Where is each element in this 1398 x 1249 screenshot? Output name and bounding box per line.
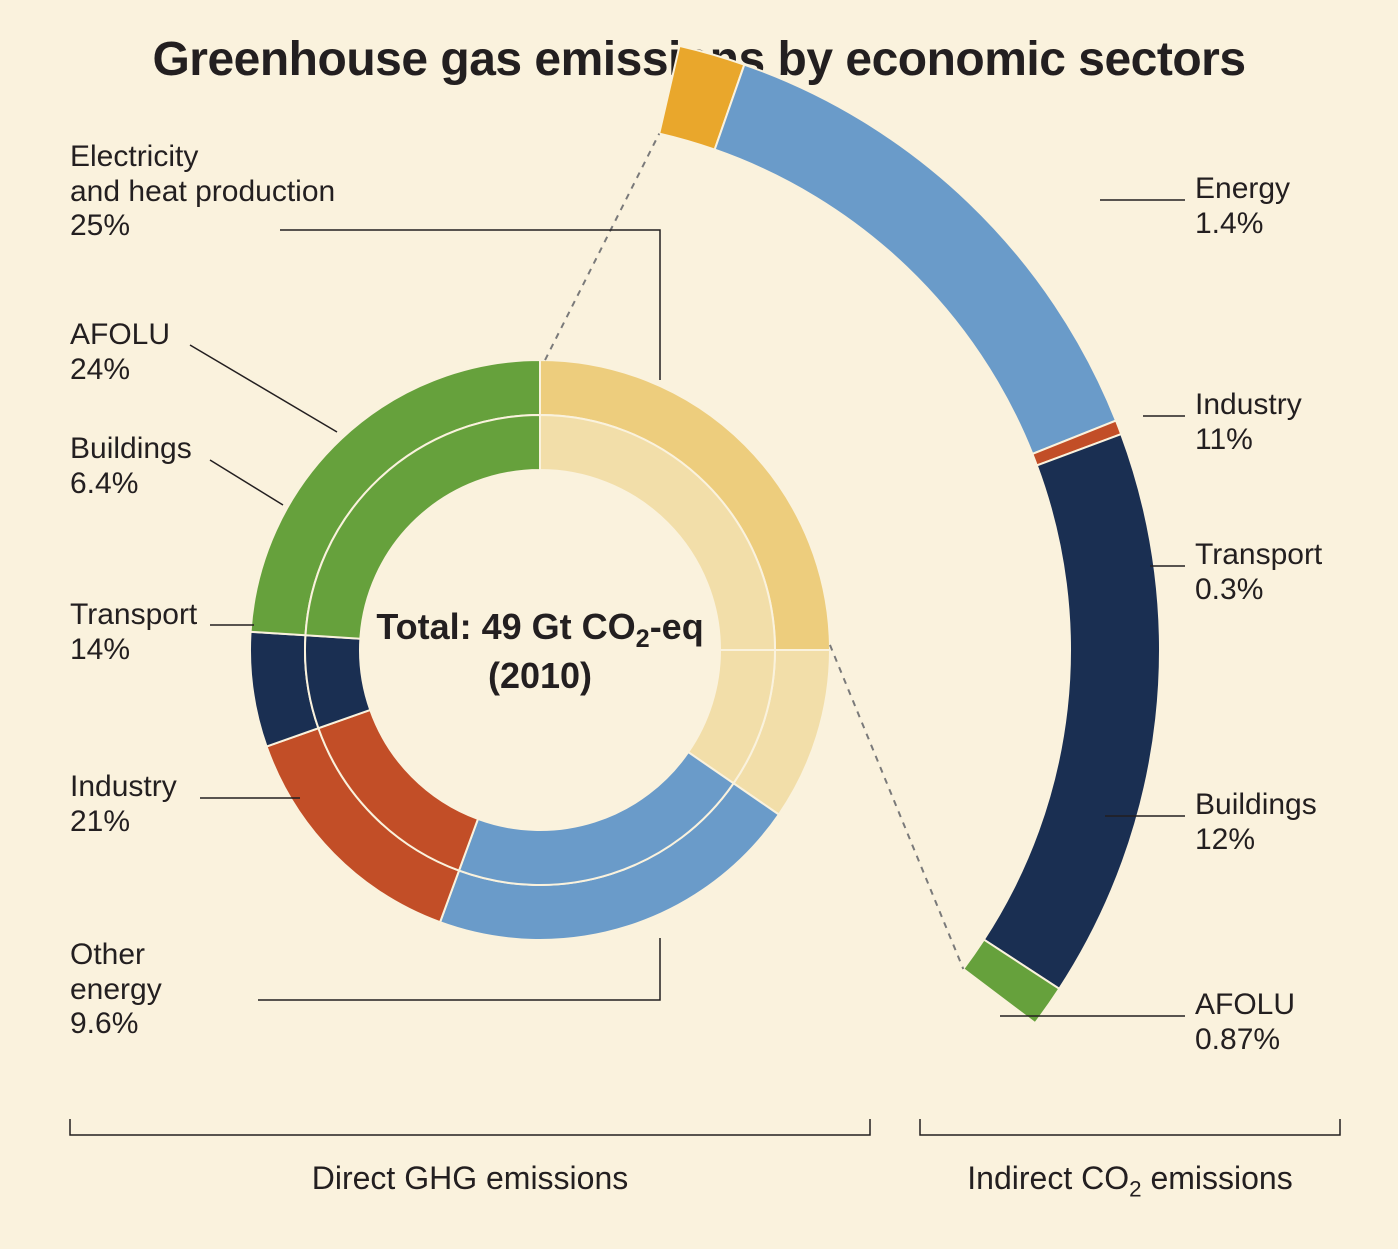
label-pct: 0.87% bbox=[1195, 1023, 1295, 1058]
label-other-energy: Otherenergy9.6% bbox=[70, 938, 162, 1042]
label-buildings: Buildings12% bbox=[1195, 788, 1317, 857]
label-pct: 12% bbox=[1195, 823, 1317, 858]
label-line: Energy bbox=[1195, 172, 1290, 207]
label-afolu: AFOLU24% bbox=[70, 318, 170, 387]
label-energy: Energy1.4% bbox=[1195, 172, 1290, 241]
label-line: Transport bbox=[1195, 538, 1322, 573]
label-line: Transport bbox=[70, 598, 197, 633]
label-pct: 6.4% bbox=[70, 467, 192, 502]
label-pct: 14% bbox=[70, 633, 197, 668]
arc-segment-buildings bbox=[984, 434, 1160, 989]
connector-dash-0 bbox=[545, 134, 659, 360]
label-line: AFOLU bbox=[70, 318, 170, 353]
label-line: energy bbox=[70, 973, 162, 1008]
label-buildings: Buildings6.4% bbox=[70, 432, 192, 501]
section-label-indirect: Indirect CO2 emissions bbox=[920, 1160, 1340, 1202]
label-line: Industry bbox=[70, 770, 177, 805]
label-line: AFOLU bbox=[1195, 988, 1295, 1023]
leader-buildings bbox=[210, 460, 283, 505]
label-line: Electricity bbox=[70, 140, 335, 175]
label-line: Buildings bbox=[1195, 788, 1317, 823]
label-industry: Industry11% bbox=[1195, 388, 1302, 457]
label-pct: 1.4% bbox=[1195, 207, 1290, 242]
leader-electricity-heat bbox=[280, 230, 660, 380]
label-transport: Transport0.3% bbox=[1195, 538, 1322, 607]
section-label-direct: Direct GHG emissions bbox=[70, 1160, 870, 1197]
label-pct: 9.6% bbox=[70, 1007, 162, 1042]
label-pct: 25% bbox=[70, 209, 335, 244]
bracket-direct bbox=[70, 1119, 870, 1135]
label-line: Industry bbox=[1195, 388, 1302, 423]
label-afolu: AFOLU0.87% bbox=[1195, 988, 1295, 1057]
label-electricity-heat: Electricityand heat production25% bbox=[70, 140, 335, 244]
label-industry: Industry21% bbox=[70, 770, 177, 839]
arc-segment-industry bbox=[715, 65, 1116, 454]
label-line: and heat production bbox=[70, 175, 335, 210]
label-pct: 0.3% bbox=[1195, 573, 1322, 608]
label-transport: Transport14% bbox=[70, 598, 197, 667]
leader-afolu bbox=[190, 345, 337, 432]
chart-container: { "title": "Greenhouse gas emissions by … bbox=[0, 0, 1398, 1249]
label-pct: 21% bbox=[70, 805, 177, 840]
label-pct: 11% bbox=[1195, 423, 1302, 458]
label-line: Buildings bbox=[70, 432, 192, 467]
label-pct: 24% bbox=[70, 353, 170, 388]
bracket-indirect bbox=[920, 1119, 1340, 1135]
center-total-label: Total: 49 Gt CO2-eq (2010) bbox=[355, 605, 725, 698]
leader-other-energy bbox=[258, 938, 660, 1000]
label-line: Other bbox=[70, 938, 162, 973]
connector-dash-1 bbox=[830, 645, 963, 969]
